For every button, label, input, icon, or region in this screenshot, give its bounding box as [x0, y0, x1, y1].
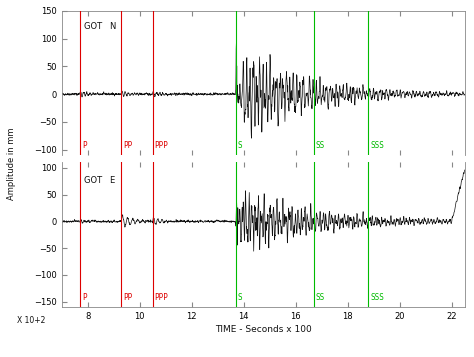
Text: Amplitude in mm: Amplitude in mm [8, 128, 16, 201]
Text: PP: PP [124, 141, 133, 150]
Text: P: P [82, 293, 87, 302]
Text: GOT   E: GOT E [84, 176, 115, 185]
Text: S: S [238, 141, 243, 150]
Text: PPP: PPP [155, 293, 169, 302]
Text: PPP: PPP [155, 141, 169, 150]
Text: S: S [238, 293, 243, 302]
X-axis label: TIME - Seconds x 100: TIME - Seconds x 100 [215, 325, 311, 334]
Text: SSS: SSS [370, 293, 384, 302]
Text: SS: SS [316, 293, 325, 302]
Text: SS: SS [316, 141, 325, 150]
Text: GOT   N: GOT N [84, 22, 116, 31]
Text: P: P [82, 141, 87, 150]
Text: X 10+2: X 10+2 [17, 316, 45, 325]
Text: SSS: SSS [370, 141, 384, 150]
Text: PP: PP [124, 293, 133, 302]
